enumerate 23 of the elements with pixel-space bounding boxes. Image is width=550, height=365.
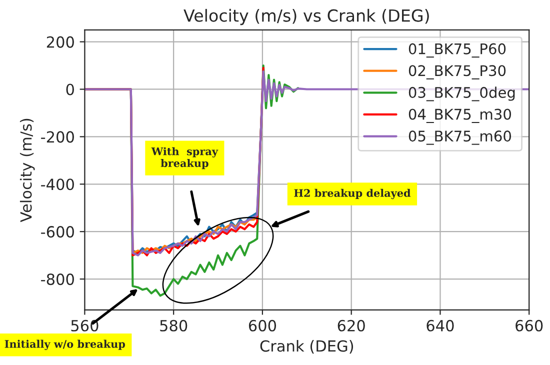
legend-label: 01_BK75_P60 — [408, 43, 506, 58]
y-tick-label: 200 — [46, 36, 74, 48]
y-tick-label: 0 — [66, 84, 74, 96]
legend-label: 03_BK75_0deg — [408, 86, 515, 102]
x-tick-label: 640 — [426, 320, 454, 332]
y-tick-label: -800 — [41, 274, 74, 286]
legend-label: 05_BK75_m60 — [408, 130, 511, 145]
legend-label: 02_BK75_P30 — [408, 65, 506, 80]
y-axis-title: Velocity (m/s) — [20, 118, 35, 222]
annotation: H2 breakup delayed — [294, 188, 411, 200]
x-tick-label: 660 — [516, 320, 543, 332]
x-tick-label: 580 — [160, 320, 188, 332]
y-tick-label: -600 — [41, 226, 74, 238]
x-tick-label: 620 — [338, 320, 365, 332]
x-axis-title: Crank (DEG) — [260, 340, 354, 354]
chart-title: Velocity (m/s) vs Crank (DEG) — [184, 8, 429, 26]
y-tick-label: -200 — [41, 131, 74, 143]
x-tick-label: 560 — [71, 320, 98, 332]
y-tick-label: -400 — [41, 178, 74, 190]
annotation: With spray breakup — [151, 147, 218, 170]
legend-label: 04_BK75_m30 — [408, 108, 511, 124]
x-tick-label: 600 — [248, 320, 276, 332]
text: Initially w/o breakup — [4, 340, 126, 350]
